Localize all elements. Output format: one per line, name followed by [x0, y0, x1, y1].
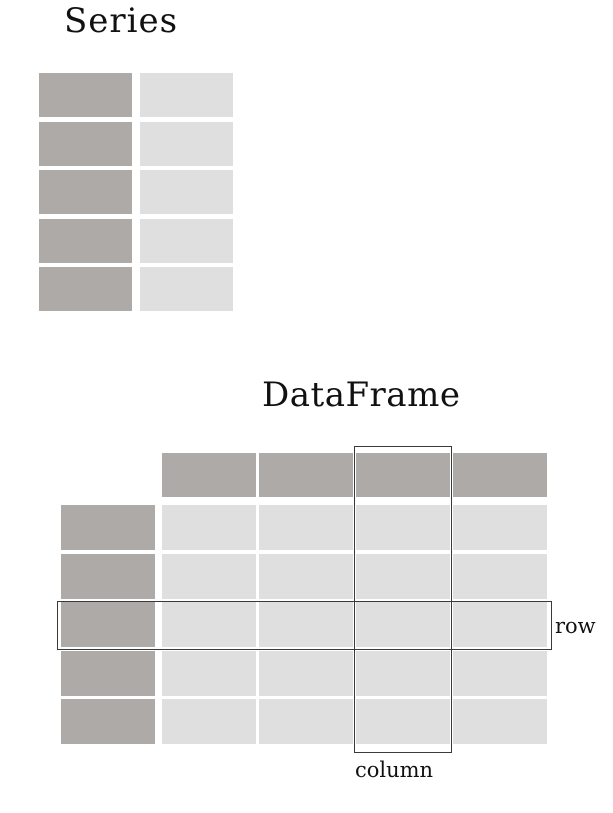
series-value-cell	[140, 122, 233, 166]
series-index-cell	[39, 122, 132, 166]
dataframe-value-cell	[356, 699, 450, 744]
dataframe-value-cell	[453, 699, 547, 744]
column-label: column	[355, 758, 434, 782]
dataframe-header-cell	[259, 453, 353, 497]
series-title: Series	[64, 1, 179, 41]
dataframe-header-cell	[162, 453, 256, 497]
dataframe-value-cell	[259, 554, 353, 599]
dataframe-header-cell	[453, 453, 547, 497]
dataframe-index-cell	[61, 505, 155, 550]
dataframe-value-cell	[259, 505, 353, 550]
dataframe-value-cell	[259, 699, 353, 744]
dataframe-index-cell	[61, 554, 155, 599]
dataframe-index-cell	[61, 699, 155, 744]
dataframe-value-cell	[453, 602, 547, 647]
dataframe-value-cell	[162, 505, 256, 550]
series-value-cell	[140, 267, 233, 311]
dataframe-title: DataFrame	[262, 375, 461, 415]
row-label: row	[555, 614, 596, 638]
series-value-cell	[140, 73, 233, 117]
dataframe-value-cell	[162, 602, 256, 647]
dataframe-value-cell	[259, 602, 353, 647]
dataframe-value-cell	[453, 651, 547, 696]
series-index-cell	[39, 219, 132, 263]
dataframe-value-cell	[162, 554, 256, 599]
dataframe-value-cell	[453, 554, 547, 599]
dataframe-value-cell	[356, 602, 450, 647]
dataframe-value-cell	[356, 651, 450, 696]
series-index-cell	[39, 267, 132, 311]
dataframe-index-cell	[61, 602, 155, 647]
series-value-cell	[140, 219, 233, 263]
dataframe-value-cell	[453, 505, 547, 550]
series-index-cell	[39, 73, 132, 117]
series-value-cell	[140, 170, 233, 214]
series-index-cell	[39, 170, 132, 214]
dataframe-value-cell	[356, 505, 450, 550]
dataframe-header-cell	[356, 453, 450, 497]
dataframe-value-cell	[356, 554, 450, 599]
dataframe-value-cell	[162, 699, 256, 744]
dataframe-value-cell	[259, 651, 353, 696]
dataframe-index-cell	[61, 651, 155, 696]
dataframe-value-cell	[162, 651, 256, 696]
